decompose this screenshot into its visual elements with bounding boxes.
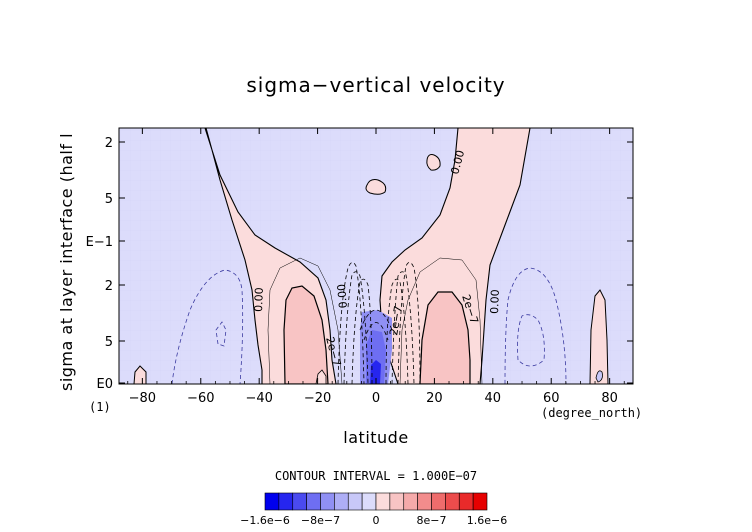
y-tick-label: 2: [105, 136, 113, 151]
colorbar-swatch: [417, 492, 432, 511]
y-tick-label: 2: [105, 279, 113, 294]
contour-2e-7-left: [283, 285, 329, 384]
x-tick-label: 60: [543, 391, 560, 406]
colorbar-swatch: [458, 492, 474, 511]
y-tick-label: E0: [97, 377, 114, 392]
plot-area: [119, 128, 633, 384]
x-tick-label: −80: [129, 391, 156, 406]
colorbar-swatch: [389, 492, 405, 511]
colorbar-tick-label: −8e−7: [301, 514, 340, 527]
contour-label: 0.00: [252, 287, 266, 312]
colorbar: −1.6e−6 −8e−7 0 8e−7 1.6e−6: [240, 492, 507, 527]
colorbar-swatch: [306, 492, 321, 511]
y-axis-label: sigma at layer interface (half l: [57, 133, 76, 391]
colorbar-swatch: [472, 492, 488, 511]
colorbar-swatch: [403, 492, 418, 511]
colorbar-swatch: [264, 492, 280, 511]
colorbar-swatch: [375, 492, 391, 511]
x-tick-label: −20: [304, 391, 331, 406]
positive-spike-mid-left: [315, 369, 327, 384]
contour-label: 0.00: [488, 289, 502, 314]
dashed-contours-right: [504, 267, 567, 384]
colorbar-swatch: [361, 492, 377, 511]
contour-label: 2e−7: [387, 305, 405, 337]
x-axis-unit: (degree_north): [541, 406, 642, 420]
colorbar-tick-label: 0: [373, 514, 380, 527]
y-axis: 2 5 E−1 2 5 E0: [86, 136, 633, 392]
x-tick-label: 40: [485, 391, 502, 406]
colorbar-swatch: [431, 492, 446, 511]
chart-title: sigma−vertical velocity: [246, 73, 505, 97]
positive-spike-right: [589, 289, 609, 384]
x-tick-label: −60: [187, 391, 214, 406]
x-axis: −80 −60 −40 −20 0 20 40 60 80: [127, 128, 625, 406]
colorbar-swatch: [278, 492, 294, 511]
y-tick-label: E−1: [86, 235, 113, 250]
colorbar-tick-label: 8e−7: [417, 514, 447, 527]
positive-blob-top: [365, 179, 387, 195]
colorbar-tick-label: −1.6e−6: [240, 514, 290, 527]
y-axis-unit: (1): [89, 400, 111, 414]
colorbar-tick-label: 1.6e−6: [467, 514, 507, 527]
contour-interval: CONTOUR INTERVAL = 1.000E−07: [275, 469, 477, 483]
x-tick-label: 80: [601, 391, 618, 406]
contour-label: 0.00: [335, 283, 350, 309]
contour-labels: 0.00 0.00 0.00 0.00 2e−7 2e−7 2e−7: [252, 149, 502, 368]
positive-blob-top-right: [426, 154, 441, 171]
negative-spot-right: [595, 370, 603, 383]
x-axis-label: latitude: [343, 428, 408, 447]
dashed-contours-equator: [337, 262, 421, 384]
negative-core-deep: [370, 360, 381, 384]
x-tick-label: 0: [372, 391, 380, 406]
contour-zero-left-thin: [267, 257, 343, 384]
contour-label: 0.00: [448, 149, 467, 176]
colorbar-swatch: [334, 492, 349, 511]
colorbar-swatch: [347, 492, 363, 511]
positive-spike-left: [133, 365, 147, 384]
contour-2e-7-right: [419, 291, 471, 384]
contour-zero-right-thin: [399, 257, 483, 384]
colorbar-swatch: [445, 492, 460, 511]
x-tick-label: 20: [426, 391, 443, 406]
y-tick-label: 5: [105, 335, 113, 350]
x-tick-label: −40: [245, 391, 272, 406]
colorbar-swatch: [320, 492, 335, 511]
dashed-contours-left: [171, 269, 244, 384]
y-tick-label: 5: [105, 192, 113, 207]
colorbar-swatch: [292, 492, 307, 511]
